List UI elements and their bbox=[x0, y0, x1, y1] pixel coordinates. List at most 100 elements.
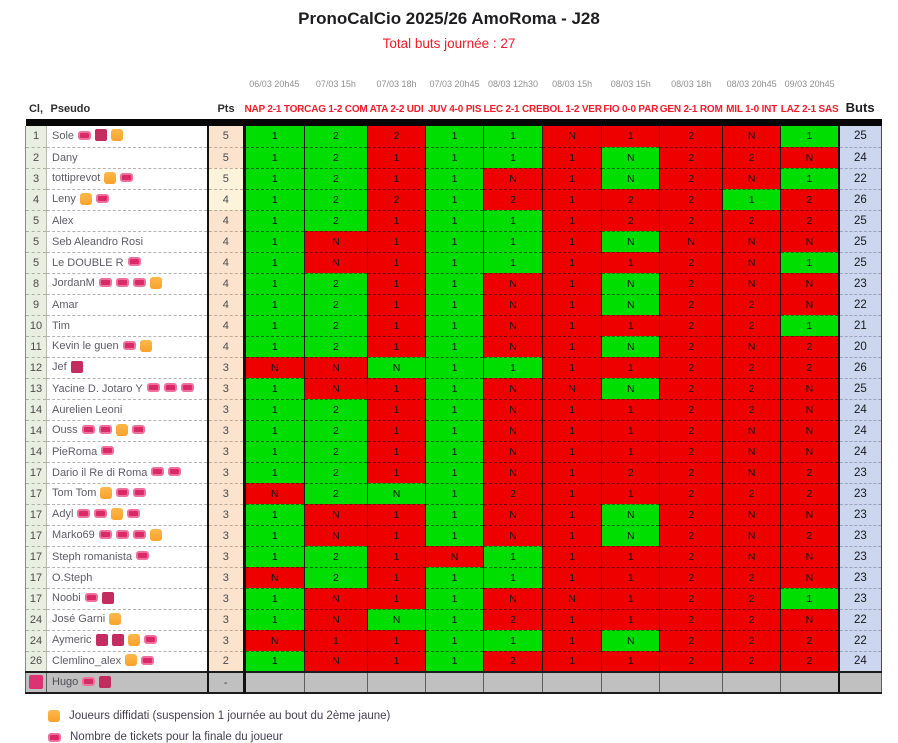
prediction-cell: 1 bbox=[367, 546, 427, 568]
prediction-cell: 2 bbox=[780, 336, 840, 358]
rank-cell: 17 bbox=[25, 567, 47, 589]
prediction-cell: 2 bbox=[780, 483, 840, 505]
prediction-cell: N bbox=[722, 252, 782, 274]
prediction-cell: 1 bbox=[542, 441, 603, 463]
player-name: Kevin le guen bbox=[52, 340, 119, 353]
rank-cell: 24 bbox=[25, 609, 47, 631]
prediction-cell: 2 bbox=[304, 273, 369, 295]
table-row: 5 Le DOUBLE R 4 1 N 1 1 1 1 1 2 N 1 25 bbox=[25, 252, 883, 274]
prediction-cell: 1 bbox=[367, 651, 427, 673]
prediction-cell: N bbox=[367, 357, 427, 379]
diffidato-badge-icon bbox=[139, 339, 152, 352]
rank-cell: 10 bbox=[25, 315, 47, 337]
prediction-cell: 2 bbox=[780, 189, 840, 211]
buts-cell: 24 bbox=[837, 147, 883, 169]
prediction-cell: N bbox=[722, 231, 782, 253]
prediction-cell: N bbox=[244, 630, 305, 652]
prediction-cell: N bbox=[601, 504, 661, 526]
buts-cell: 23 bbox=[837, 462, 883, 484]
pseudo-cell: PieRoma bbox=[46, 441, 209, 463]
dates-row: 06/03 20h45 07/03 15h 07/03 18h 07/03 20h45… bbox=[25, 63, 882, 97]
ticket-badge-icon bbox=[98, 530, 112, 540]
ticket-badge-icon bbox=[48, 732, 61, 742]
prediction-cell: N bbox=[601, 273, 661, 295]
prediction-cell: 1 bbox=[367, 441, 427, 463]
ticket-badge-icon bbox=[143, 635, 157, 645]
prediction-cell: 1 bbox=[483, 630, 543, 652]
prediction-cell: N bbox=[244, 567, 305, 589]
player-name: tottiprevot bbox=[52, 172, 101, 185]
match-header: BOL 1-2 VER bbox=[542, 97, 602, 119]
rank-cell: 5 bbox=[25, 210, 47, 232]
prediction-cell: N bbox=[483, 420, 543, 442]
legend-item: Joueurs diffidati (suspension 1 journée … bbox=[48, 710, 898, 722]
prediction-cell: 1 bbox=[542, 546, 603, 568]
prediction-cell: N bbox=[722, 273, 782, 295]
buts-cell: 20 bbox=[837, 336, 883, 358]
buts-cell: 24 bbox=[837, 399, 883, 421]
pts-cell: 4 bbox=[207, 231, 246, 253]
ticket-badge-icon bbox=[127, 509, 141, 519]
pts-cell: 4 bbox=[207, 315, 246, 337]
player-name: Leny bbox=[52, 193, 76, 206]
prediction-cell: 1 bbox=[542, 210, 603, 232]
ticket-badge-icon bbox=[136, 551, 150, 561]
prediction-cell: N bbox=[542, 126, 603, 148]
buts-cell bbox=[837, 671, 883, 694]
prediction-cell: 2 bbox=[659, 189, 724, 211]
table-row: 14 Aurelien Leoni 3 1 2 1 1 N 1 1 2 2 N 24 bbox=[25, 399, 883, 421]
prediction-cell: 1 bbox=[542, 504, 603, 526]
prediction-cell: N bbox=[722, 546, 782, 568]
prediction-cell: 1 bbox=[367, 252, 427, 274]
special-row: Hugo - bbox=[25, 671, 883, 694]
prediction-cell: 2 bbox=[722, 315, 782, 337]
prediction-cell: 2 bbox=[722, 378, 782, 400]
buts-cell: 25 bbox=[837, 378, 883, 400]
rank-cell: 3 bbox=[25, 168, 47, 190]
ticket-badge-icon bbox=[101, 446, 115, 456]
prediction-cell: 1 bbox=[244, 525, 305, 547]
prediction-cell: 2 bbox=[304, 189, 369, 211]
prediction-cell: 1 bbox=[483, 546, 543, 568]
diffidato-badge-icon bbox=[100, 486, 113, 499]
prediction-cell: 1 bbox=[542, 294, 603, 316]
prediction-cell: 2 bbox=[304, 168, 369, 190]
prediction-cell: 1 bbox=[425, 399, 485, 421]
prediction-cell: N bbox=[483, 441, 543, 463]
prediction-cell: N bbox=[722, 504, 782, 526]
ticket-badge-icon bbox=[82, 677, 96, 687]
prediction-cell: 1 bbox=[780, 588, 840, 610]
prediction-cell: 1 bbox=[542, 420, 603, 442]
prediction-cell: N bbox=[542, 588, 603, 610]
pts-cell: 2 bbox=[207, 651, 246, 673]
prediction-cell: 1 bbox=[601, 252, 661, 274]
match-date: 08/03 18h bbox=[659, 63, 723, 97]
buts-cell: 24 bbox=[837, 441, 883, 463]
player-name: PieRoma bbox=[52, 445, 98, 458]
prediction-cell: N bbox=[780, 273, 840, 295]
prediction-cell: 1 bbox=[601, 651, 661, 673]
buts-cell: 23 bbox=[837, 504, 883, 526]
prediction-cell: N bbox=[601, 630, 661, 652]
prediction-cell: 1 bbox=[367, 294, 427, 316]
prediction-cell: N bbox=[722, 336, 782, 358]
prediction-cell: 2 bbox=[659, 126, 724, 148]
rank-cell: 4 bbox=[25, 189, 47, 211]
prediction-cell: 1 bbox=[244, 420, 305, 442]
match-header: MIL 1-0 INT bbox=[722, 97, 781, 119]
table-row: 24 Aymeric 3 N 1 1 1 1 1 N 2 2 2 22 bbox=[25, 630, 883, 652]
pseudo-cell: Kevin le guen bbox=[46, 336, 209, 358]
prediction-cell: 1 bbox=[367, 462, 427, 484]
prediction-cell: 1 bbox=[601, 399, 661, 421]
pseudo-cell: Marko69 bbox=[46, 525, 209, 547]
pseudo-cell: Amar bbox=[46, 294, 209, 316]
prediction-cell: 2 bbox=[659, 483, 724, 505]
prediction-cell: N bbox=[304, 252, 369, 274]
prediction-cell: 1 bbox=[601, 420, 661, 442]
prediction-cell: 1 bbox=[483, 231, 543, 253]
prediction-cell: N bbox=[304, 378, 369, 400]
player-name: Tom Tom bbox=[52, 487, 97, 500]
prediction-cell: 1 bbox=[425, 588, 485, 610]
table-body: 1 Sole 5 1 2 2 1 1 N 1 2 N 1 25 2 Dany 5 1 2 1 1 1 1 N 2 2 N 24 3 tot… bbox=[25, 126, 883, 673]
prediction-cell: 1 bbox=[542, 399, 603, 421]
